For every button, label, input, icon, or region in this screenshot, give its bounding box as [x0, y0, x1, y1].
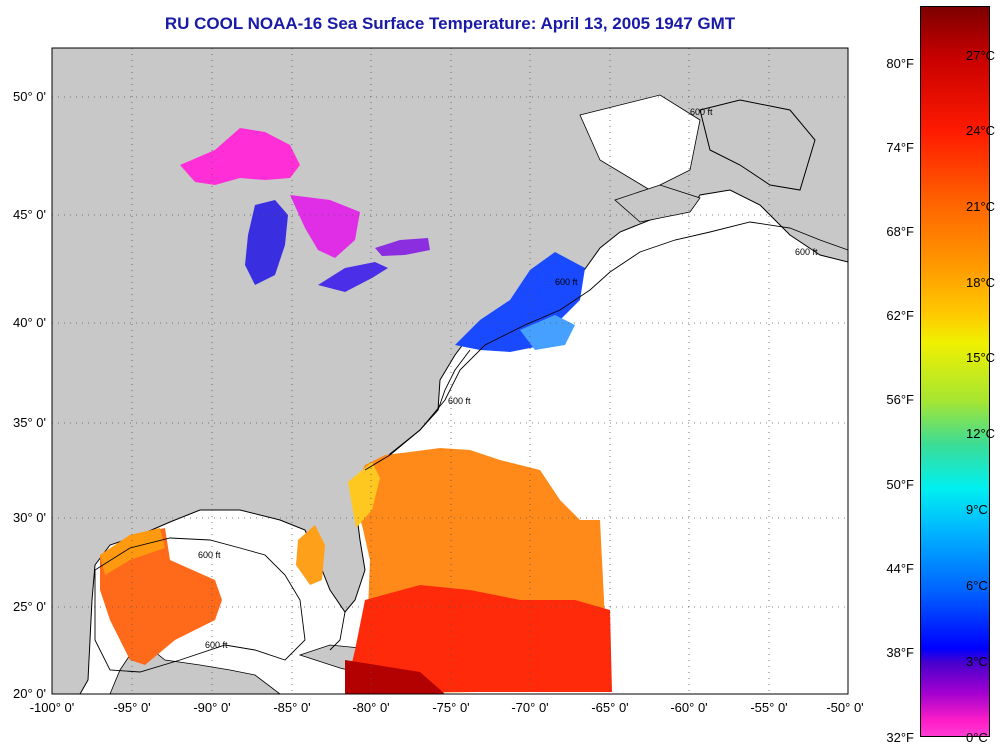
isobath-label: 600 ft [448, 396, 471, 406]
colorbar-c-label: 6°C [966, 578, 988, 593]
lake-erie [318, 262, 388, 292]
lon-label: -95° 0' [113, 700, 151, 715]
isobath-600ft [94, 221, 849, 673]
lake-ontario [375, 238, 430, 256]
lon-label: -90° 0' [193, 700, 231, 715]
temperature-colorbar [920, 6, 990, 737]
lat-label: 20° 0' [13, 686, 46, 701]
isobath-label: 600 ft [198, 550, 221, 560]
isobath-label: 600 ft [205, 640, 228, 650]
map-title: RU COOL NOAA-16 Sea Surface Temperature:… [164, 14, 736, 33]
sst-western-gulf [100, 528, 222, 665]
lon-label: -85° 0' [273, 700, 311, 715]
colorbar-f-label: 62°F [886, 308, 914, 323]
lat-label: 35° 0' [13, 415, 46, 430]
colorbar-f-label: 44°F [886, 561, 914, 576]
colorbar-f-label: 80°F [886, 56, 914, 71]
lake-michigan [245, 200, 288, 285]
isobath-labels: 600 ft 600 ft 600 ft 600 ft 600 ft 600 f… [198, 107, 818, 650]
colorbar-c-label: 27°C [966, 48, 996, 63]
lat-label: 50° 0' [13, 89, 46, 104]
lon-label: -50° 0' [826, 700, 864, 715]
gulf-of-st-lawrence [579, 94, 701, 191]
colorbar-c-label: 18°C [966, 275, 996, 290]
lat-label: 40° 0' [13, 315, 46, 330]
lat-label: 45° 0' [13, 207, 46, 222]
sst-florida-east [348, 462, 380, 528]
nova-scotia [614, 184, 701, 223]
lake-superior [180, 128, 300, 185]
lake-huron [290, 195, 360, 258]
colorbar-c-label: 3°C [966, 654, 988, 669]
isobath-label: 600 ft [555, 277, 578, 287]
colorbar-c-label: 21°C [966, 199, 996, 214]
newfoundland [699, 99, 816, 191]
sst-texas-coast [100, 528, 165, 575]
lon-label: -100° 0' [29, 700, 75, 715]
sst-bahamas [345, 585, 612, 692]
isobath-label: 600 ft [795, 247, 818, 257]
colorbar-f-label: 38°F [886, 645, 914, 660]
sst-florida-gulf [296, 525, 325, 585]
colorbar-c-label: 12°C [966, 426, 996, 441]
sst-mid-atlantic [520, 315, 575, 350]
colorbar-c-label: 24°C [966, 123, 996, 138]
lon-label: -80° 0' [352, 700, 390, 715]
isobath-label: 600 ft [690, 107, 713, 117]
lat-label: 25° 0' [13, 599, 46, 614]
colorbar-f-label: 68°F [886, 224, 914, 239]
lon-label: -75° 0' [432, 700, 470, 715]
colorbar-c-label: 9°C [966, 502, 988, 517]
colorbar-f-label: 32°F [886, 730, 914, 745]
lon-label: -70° 0' [511, 700, 549, 715]
lon-label: -55° 0' [750, 700, 788, 715]
sst-caribbean [345, 660, 445, 694]
lat-label: 30° 0' [13, 510, 46, 525]
colorbar-f-label: 74°F [886, 140, 914, 155]
lon-label: -65° 0' [591, 700, 629, 715]
colorbar-f-label: 56°F [886, 392, 914, 407]
colorbar-f-label: 50°F [886, 477, 914, 492]
graticule [52, 48, 848, 694]
lon-label: -60° 0' [670, 700, 708, 715]
colorbar-c-label: 0°C [966, 730, 988, 745]
map-frame [51, 47, 849, 695]
colorbar-c-label: 15°C [966, 350, 996, 365]
